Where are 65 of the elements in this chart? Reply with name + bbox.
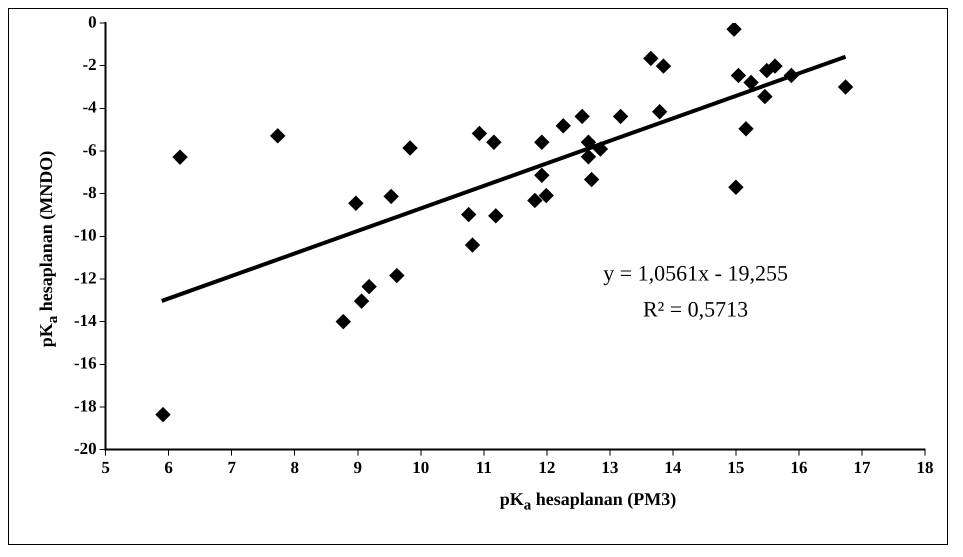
point: [534, 168, 550, 183]
point: [538, 188, 554, 204]
point: [556, 118, 571, 134]
point: [464, 238, 480, 253]
point: [768, 58, 782, 74]
x-tick-label: 9: [354, 458, 362, 478]
x-tick-label: 17: [853, 458, 871, 478]
y-tick-label: -4: [82, 98, 98, 117]
point: [488, 208, 504, 224]
point: [643, 50, 658, 66]
point: [613, 108, 628, 124]
annotation: R² = 0,5713: [642, 296, 748, 322]
x-axis-title: pK$_{a}$ hesaplanan (PM3): [498, 489, 678, 515]
y-tick-label: 0: [88, 12, 97, 32]
point: [757, 89, 772, 104]
x-tick-label: 14: [664, 458, 682, 478]
point: [656, 58, 671, 74]
x-tick-label: 7: [227, 458, 236, 478]
x-tick-label: 10: [412, 458, 430, 478]
point: [728, 180, 744, 195]
point: [172, 150, 188, 165]
x-tick-label: 15: [727, 458, 744, 478]
x-tick-label: 5: [101, 458, 110, 478]
point: [838, 79, 854, 94]
point: [389, 268, 404, 284]
point: [384, 188, 399, 204]
x-tick-label: 16: [790, 458, 808, 478]
point: [738, 121, 754, 136]
point: [348, 196, 364, 211]
x-tick-label: 8: [290, 458, 299, 478]
x-tick-label: 18: [916, 458, 934, 478]
y-tick-label: -2: [82, 55, 97, 74]
y-tick-label: -8: [82, 183, 97, 202]
y-tick-label: -14: [74, 311, 98, 330]
point: [336, 314, 351, 330]
x-tick-label: 6: [164, 458, 173, 478]
x-tick-label: 13: [601, 458, 618, 478]
y-tick-label: -6: [82, 140, 97, 160]
y-tick-label: -10: [74, 226, 97, 245]
point: [402, 140, 418, 156]
point: [362, 279, 377, 294]
x-tick-label: 12: [538, 458, 556, 478]
annotation: y = 1,0561x - 19,255: [603, 260, 788, 286]
x-tick-label: 11: [476, 458, 492, 478]
point: [156, 407, 171, 422]
y-tick-label: -12: [74, 268, 97, 288]
y-tick-label: -16: [74, 354, 97, 373]
point: [534, 134, 550, 150]
point: [784, 68, 799, 83]
point: [744, 75, 759, 90]
point: [584, 172, 600, 188]
point: [486, 134, 502, 150]
point: [580, 149, 596, 164]
y-tick-label: -20: [74, 438, 97, 458]
point: [461, 207, 476, 222]
point: [354, 294, 370, 309]
y-tick-label: -18: [74, 396, 97, 416]
point: [652, 104, 668, 120]
point: [574, 108, 590, 124]
point: [730, 68, 746, 83]
point: [726, 23, 742, 37]
point: [270, 128, 286, 144]
point: [592, 142, 608, 157]
point: [527, 192, 542, 208]
point: [472, 126, 487, 141]
